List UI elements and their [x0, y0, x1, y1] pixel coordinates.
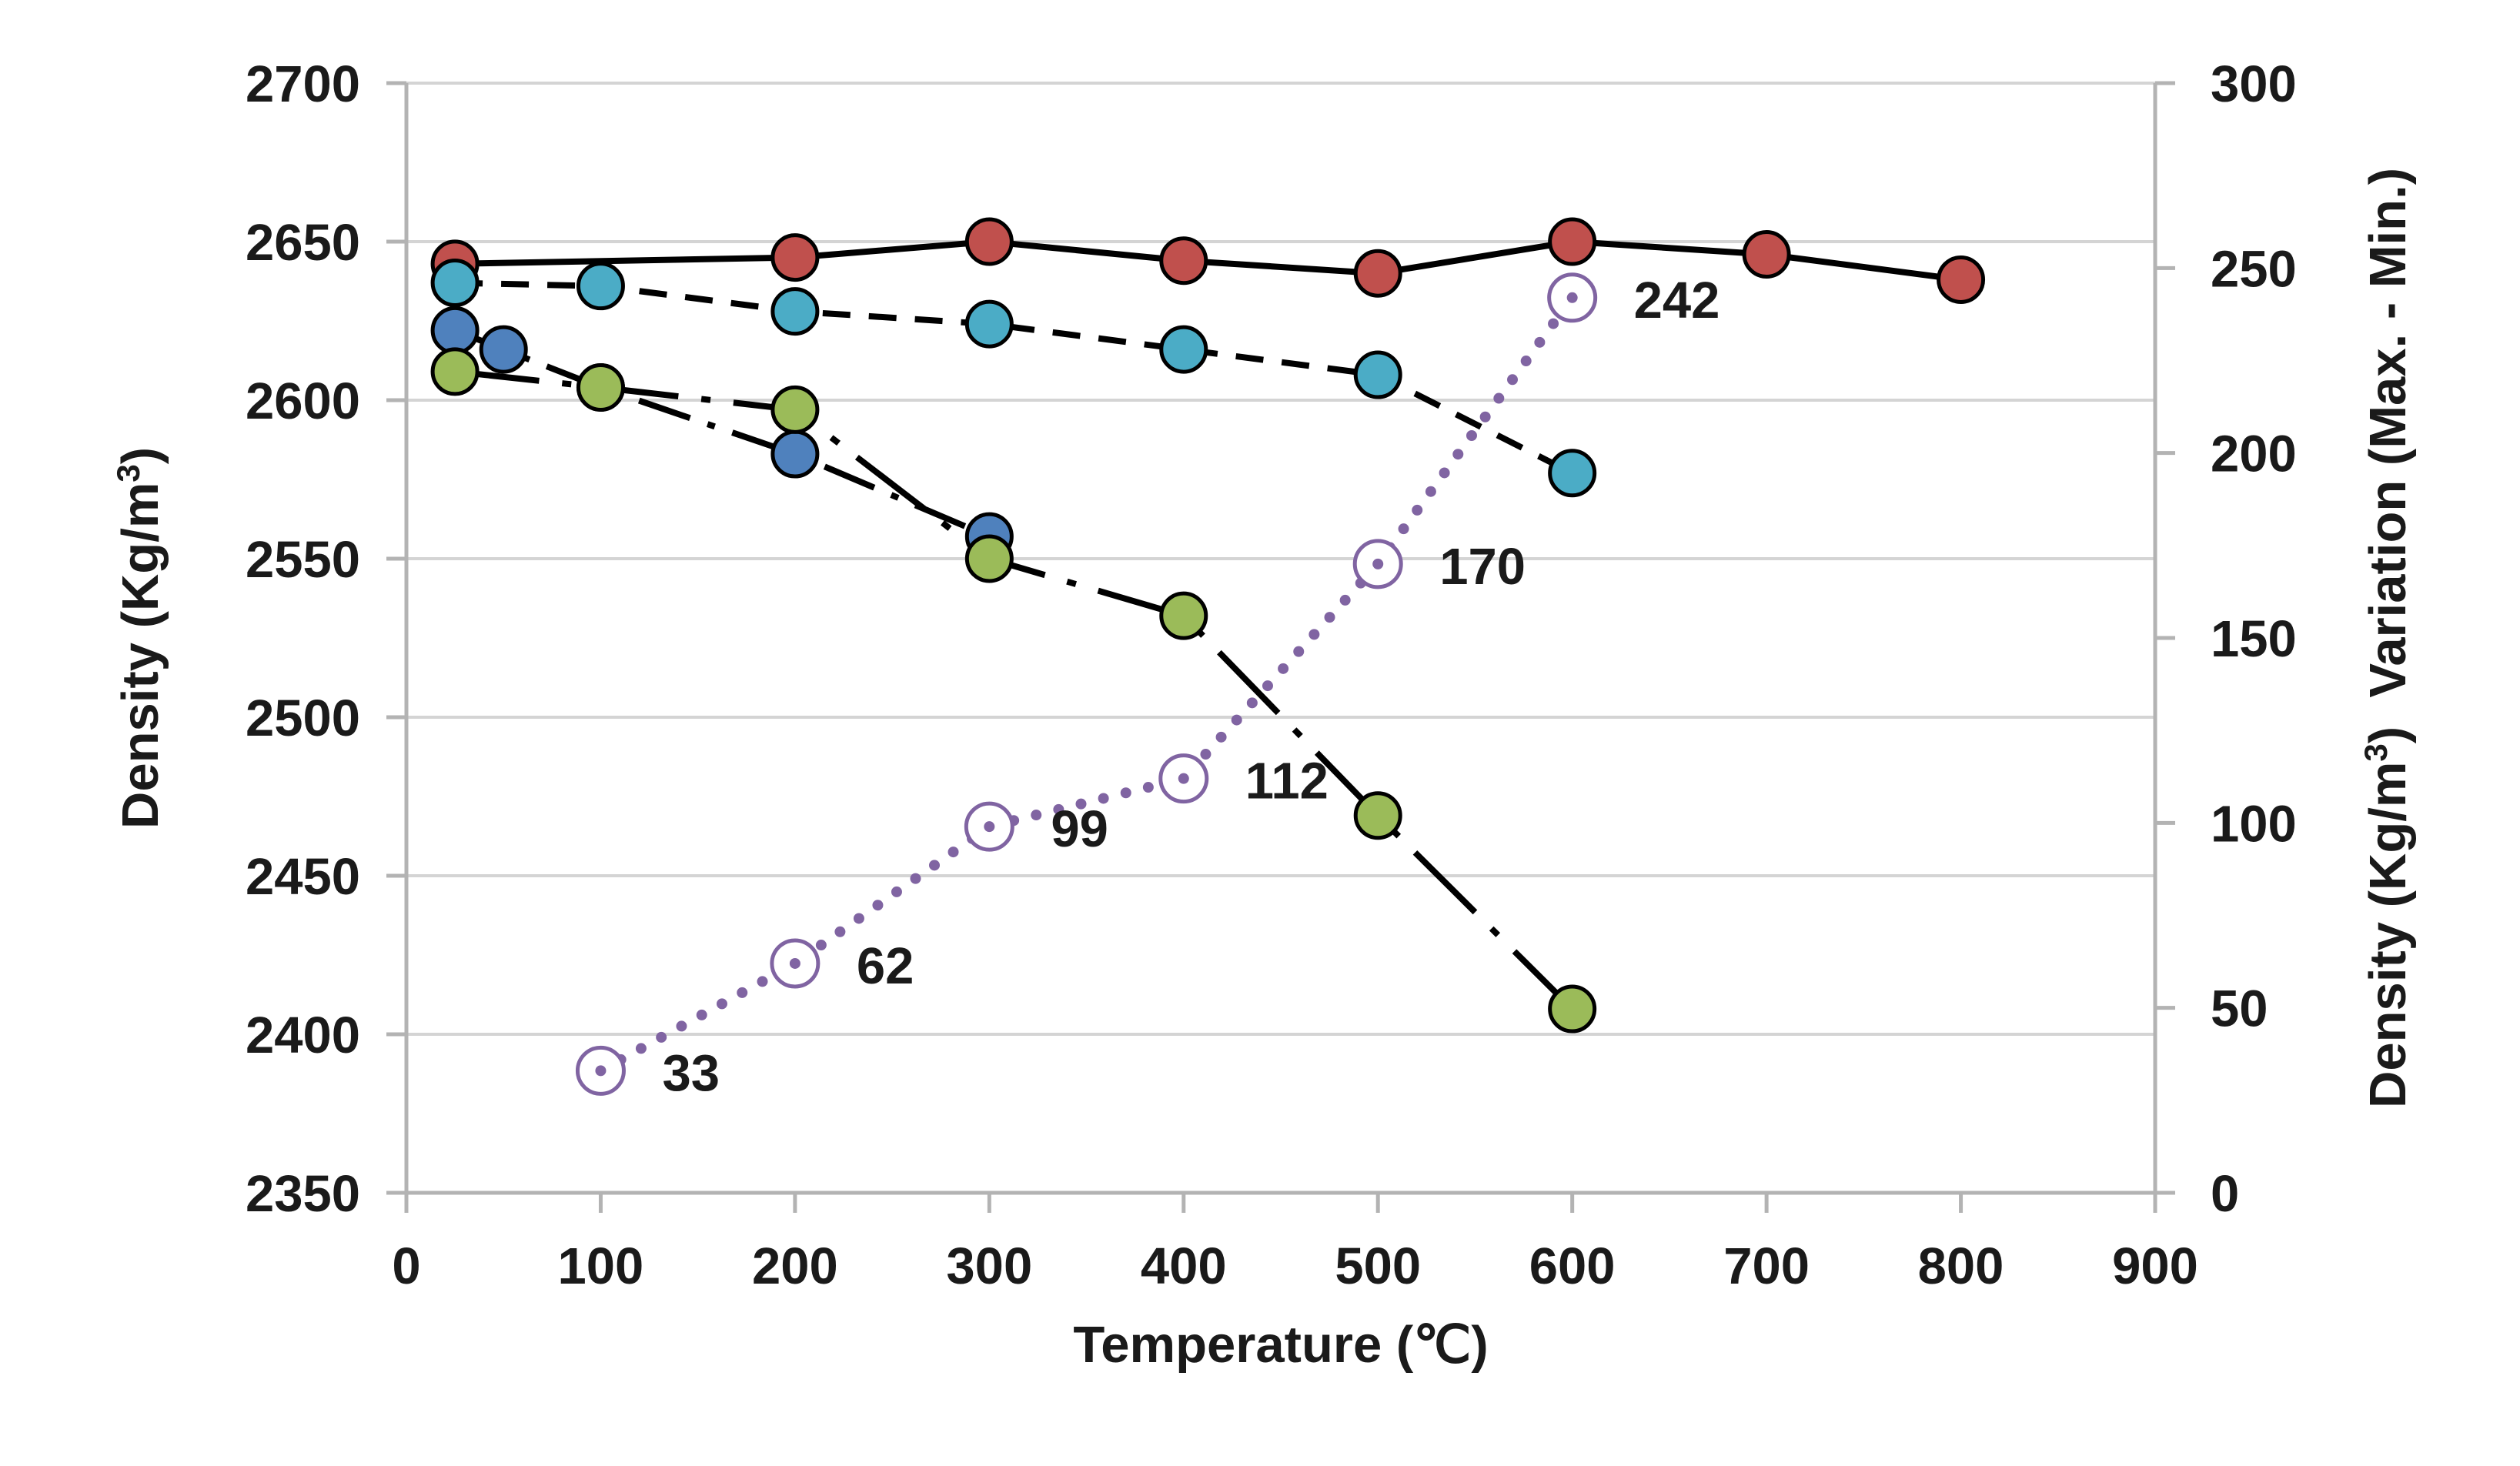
y-tick-label: 2350 — [246, 1165, 360, 1223]
series-marker-0 — [1159, 236, 1208, 286]
variation-marker-dot — [1372, 558, 1384, 569]
series-marker-2 — [479, 325, 528, 374]
series-marker-0 — [1937, 255, 1986, 304]
x-tick-label: 900 — [2112, 1237, 2198, 1295]
y-tick-label: 2500 — [246, 690, 360, 747]
y-axis-title-base: Density (Kg/m — [112, 483, 169, 829]
y2-axis-title: Density (Kg/m3) Variation (Max. - Min.) — [2358, 168, 2417, 1108]
data-label: 112 — [1245, 753, 1329, 810]
x-tick-label: 100 — [558, 1237, 644, 1295]
y2-tick-label: 50 — [2211, 980, 2268, 1038]
y-axis-title-sup: 3 — [110, 464, 146, 482]
series-marker-0 — [964, 217, 1014, 266]
y-axis-title: Density (Kg/m3) — [110, 447, 169, 829]
x-tick-label: 500 — [1335, 1237, 1421, 1295]
series-marker-3 — [1548, 984, 1597, 1034]
series-marker-1 — [1548, 449, 1597, 498]
y-tick-label: 2600 — [246, 372, 360, 430]
data-label: 170 — [1439, 538, 1526, 596]
y2-tick-label: 150 — [2211, 610, 2297, 668]
data-labels: 33 62 99 112 170 242 — [662, 272, 1720, 1103]
variation-marker-dot — [984, 821, 995, 833]
x-tick-label: 300 — [946, 1237, 1032, 1295]
series-line-0 — [455, 239, 1962, 283]
x-tick-label: 600 — [1529, 1237, 1616, 1295]
series-marker-3 — [770, 385, 820, 434]
series-marker-3 — [1159, 591, 1208, 640]
variation-marker-dot — [1178, 773, 1189, 784]
axes: 2350240024502500255026002650270005010015… — [246, 55, 2297, 1295]
x-tick-label: 200 — [752, 1237, 838, 1295]
variation-marker-dot — [789, 957, 800, 969]
y-tick-label: 2400 — [246, 1007, 360, 1064]
series-marker-1 — [430, 259, 480, 308]
y-tick-label: 2650 — [246, 214, 360, 272]
x-tick-label: 700 — [1723, 1237, 1810, 1295]
y2-axis-title-sup: 3 — [2358, 743, 2394, 761]
y-tick-label: 2550 — [246, 531, 360, 589]
series-marker-0 — [1742, 229, 1791, 279]
series-marker-1 — [1159, 325, 1208, 374]
y2-tick-label: 100 — [2211, 795, 2297, 853]
series-marker-1 — [576, 262, 625, 311]
series-marker-2 — [430, 306, 480, 355]
y-tick-label: 2700 — [246, 55, 360, 113]
data-label: 62 — [857, 937, 914, 995]
data-label: 242 — [1634, 272, 1720, 329]
x-axis-title: Temperature (℃) — [1073, 1316, 1488, 1374]
x-tick-label: 400 — [1141, 1237, 1227, 1295]
y2-tick-label: 200 — [2211, 426, 2297, 483]
series-marker-2 — [770, 429, 820, 479]
series-marker-1 — [770, 287, 820, 336]
y-tick-label: 2450 — [246, 848, 360, 906]
y2-tick-label: 250 — [2211, 240, 2297, 298]
y2-tick-label: 300 — [2211, 55, 2297, 113]
variation-marker-dot — [595, 1065, 607, 1077]
series-marker-0 — [1353, 249, 1402, 298]
variation-marker-dot — [1566, 292, 1578, 303]
y2-axis-title-end: ) Variation (Max. - Min.) — [2359, 168, 2417, 743]
series-marker-0 — [1548, 217, 1597, 266]
axis-titles: Temperature (℃) Density (Kg/m3) Density … — [110, 168, 2417, 1374]
series-marker-3 — [1353, 791, 1402, 840]
series-marker-1 — [964, 299, 1014, 349]
x-tick-label: 0 — [392, 1237, 420, 1295]
series-marker-3 — [964, 534, 1014, 583]
x-tick-label: 800 — [1918, 1237, 2004, 1295]
series-line-4 — [595, 292, 1578, 1077]
series-marker-3 — [430, 347, 480, 396]
gridlines — [406, 82, 2155, 1036]
series-marker-1 — [1353, 350, 1402, 399]
series-marker-0 — [770, 233, 820, 282]
series-markers — [430, 217, 1986, 1096]
y2-axis-title-base: Density (Kg/m — [2359, 762, 2417, 1108]
y2-tick-label: 0 — [2211, 1165, 2239, 1223]
y-axis-title-end: ) — [112, 447, 169, 464]
data-label: 99 — [1051, 800, 1108, 858]
data-label: 33 — [662, 1044, 720, 1102]
series-marker-3 — [576, 363, 625, 412]
